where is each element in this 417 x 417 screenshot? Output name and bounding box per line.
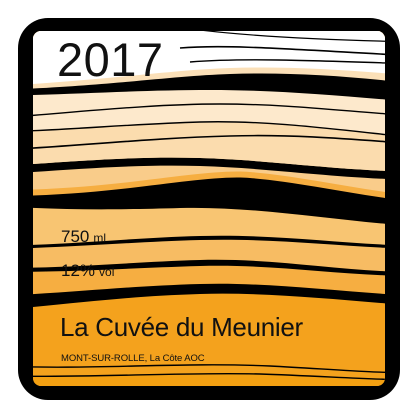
stripe-bottom-2 — [33, 373, 385, 386]
appellation: MONT-SUR-ROLLE, La Côte AOC — [61, 353, 205, 364]
stripe-black-2 — [33, 177, 385, 226]
line-cream-1 — [33, 103, 385, 119]
abv-unit: vol — [99, 265, 115, 279]
line-white-2 — [189, 59, 385, 65]
volume-line: 750 ml — [61, 228, 106, 245]
stripe-bottom-1 — [33, 364, 385, 374]
line-white-1 — [179, 45, 385, 57]
line-cream-3 — [33, 134, 385, 151]
stripe-black-5 — [33, 283, 385, 310]
band-white — [33, 31, 385, 86]
vintage-year: 2017 — [57, 33, 164, 86]
wine-name: La Cuvée du Meunier — [60, 312, 303, 342]
volume-value: 750 — [61, 227, 90, 246]
stripe-black-4 — [33, 259, 385, 276]
line-white-3 — [199, 31, 385, 43]
stripe-bottom-line — [33, 372, 385, 381]
stripe-black-3 — [33, 235, 385, 249]
line-cream-2 — [33, 121, 385, 139]
volume-unit: ml — [93, 231, 107, 245]
stripe-black-1 — [33, 157, 385, 180]
abv-line: 12% vol — [61, 262, 114, 279]
stripe-black-top — [33, 73, 385, 102]
abv-value: 12% — [61, 261, 96, 280]
